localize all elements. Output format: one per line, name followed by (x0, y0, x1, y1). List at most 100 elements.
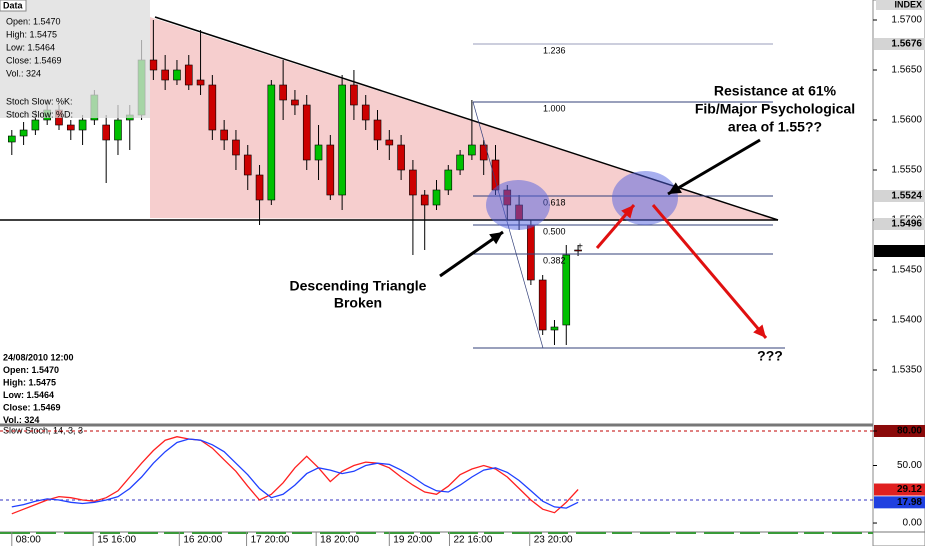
annotation: Fib/Major Psychological (695, 101, 855, 117)
candle-body (102, 124, 110, 141)
info-panel (0, 0, 150, 118)
y-tick-label: 1.5550 (891, 165, 922, 176)
candle-body (350, 84, 358, 106)
info-line: High: 1.5475 (6, 29, 57, 39)
overlay: 1.236 1.000 0.618 0.500 0.382 Resistance at 6… (290, 43, 855, 364)
candle-body (196, 79, 205, 86)
x-tick-label: 23 20:00 (534, 535, 573, 546)
y-tick-label: 1.5450 (891, 265, 922, 276)
price-label: 1.5676 (891, 39, 922, 50)
candle-body (291, 99, 299, 106)
annotation: Broken (334, 295, 382, 311)
annotation: Descending Triangle (290, 278, 427, 294)
candle-body (444, 169, 453, 191)
candle-body (66, 124, 75, 131)
tick-box (874, 424, 925, 437)
arrow (439, 230, 504, 278)
arrow-head (753, 324, 766, 338)
candle-body (302, 104, 311, 161)
info-line: Stoch Slow: %D: (6, 109, 73, 119)
info-line: Stoch Slow: %K: (6, 96, 73, 106)
chart-title: Data (3, 0, 24, 10)
candle-body (562, 254, 571, 326)
info-line: Open: 1.5470 (6, 16, 61, 26)
price-box (874, 38, 925, 50)
annotation: area of 1.55?? (728, 119, 822, 135)
stoch-line (11, 436, 579, 515)
index-box (876, 0, 925, 10)
y-tick-label: 1.5400 (891, 315, 922, 326)
fib-label: 0.382 (543, 255, 566, 265)
candle-body (456, 154, 464, 171)
cursor-info: Open: 1.5470 (3, 365, 59, 375)
candle-body (550, 326, 559, 331)
candle-body (409, 169, 417, 196)
candle-body (31, 119, 40, 131)
candle-body (326, 144, 335, 196)
candle-body (243, 154, 252, 176)
arrow (651, 204, 768, 339)
candle-body (491, 159, 500, 191)
candle-body (173, 69, 181, 81)
price-box (874, 218, 925, 230)
candle-body (161, 69, 169, 81)
candle-body (78, 119, 87, 131)
fib-label: 0.618 (543, 197, 566, 207)
info-line: Low: 1.5464 (6, 42, 55, 52)
cursor-info: High: 1.5475 (3, 377, 56, 387)
candle-body (114, 119, 122, 141)
arrow (667, 138, 761, 196)
y-tick-label: 1.5700 (891, 15, 922, 26)
value-label: 17.98 (897, 497, 922, 508)
arrow-head (668, 182, 682, 194)
annotation: ??? (757, 348, 783, 364)
highlight-ellipse (486, 180, 550, 230)
candle-body (538, 279, 547, 331)
cursor-info: Low: 1.5464 (3, 390, 54, 400)
price-box (874, 190, 925, 202)
x-tick-label: 15 16:00 (97, 535, 136, 546)
candle-body (19, 129, 28, 137)
cursor-info: Vol.: 324 (3, 415, 39, 425)
price-box (874, 245, 925, 257)
arrow-head (489, 232, 503, 245)
candle-body (420, 194, 429, 206)
candle-body (432, 189, 441, 206)
candle-body (574, 249, 582, 252)
y-tick-label: 80.00 (897, 426, 922, 437)
value-box (874, 483, 925, 496)
price-label: 1.5469 (891, 246, 922, 257)
stoch-line (11, 438, 579, 509)
candle-body (385, 139, 394, 146)
fib-label: 0.500 (543, 226, 566, 236)
candle-body (527, 224, 535, 281)
info-line: Close: 1.5469 (6, 55, 62, 65)
candle-body (373, 119, 382, 141)
x-tick-label: 17 20:00 (251, 535, 290, 546)
price-label: 1.5524 (891, 191, 922, 202)
candle-body (314, 144, 323, 161)
value-label: 29.12 (897, 484, 922, 495)
candle-body (184, 64, 193, 86)
info-line: Vol.: 324 (6, 68, 41, 78)
candle-body (397, 144, 405, 171)
y-tick-label: 1.5650 (891, 65, 922, 76)
fib-label: 1.000 (543, 103, 566, 113)
x-tick-label: 19 20:00 (393, 535, 432, 546)
cursor-info: Close: 1.5469 (3, 402, 61, 412)
candle-body (220, 129, 228, 141)
value-box (874, 496, 925, 509)
candle-body (338, 84, 346, 196)
stoch-title: Slow Stoch, 14, 3, 3 (3, 425, 83, 435)
cursor-info: 24/08/2010 12:00 (3, 352, 74, 362)
index-label: INDEX (894, 0, 922, 9)
candle-body (361, 104, 370, 121)
cursor-cross: + (577, 242, 583, 253)
x-tick-label: 22 16:00 (453, 535, 492, 546)
y-tick-label: 1.5350 (891, 365, 922, 376)
y-tick-label: 0.00 (903, 518, 923, 529)
annotation: Resistance at 61% (714, 83, 837, 99)
x-tick-label: 08:00 (16, 535, 41, 546)
x-tick-label: 18 20:00 (320, 535, 359, 546)
fib-label: 1.236 (543, 45, 566, 55)
